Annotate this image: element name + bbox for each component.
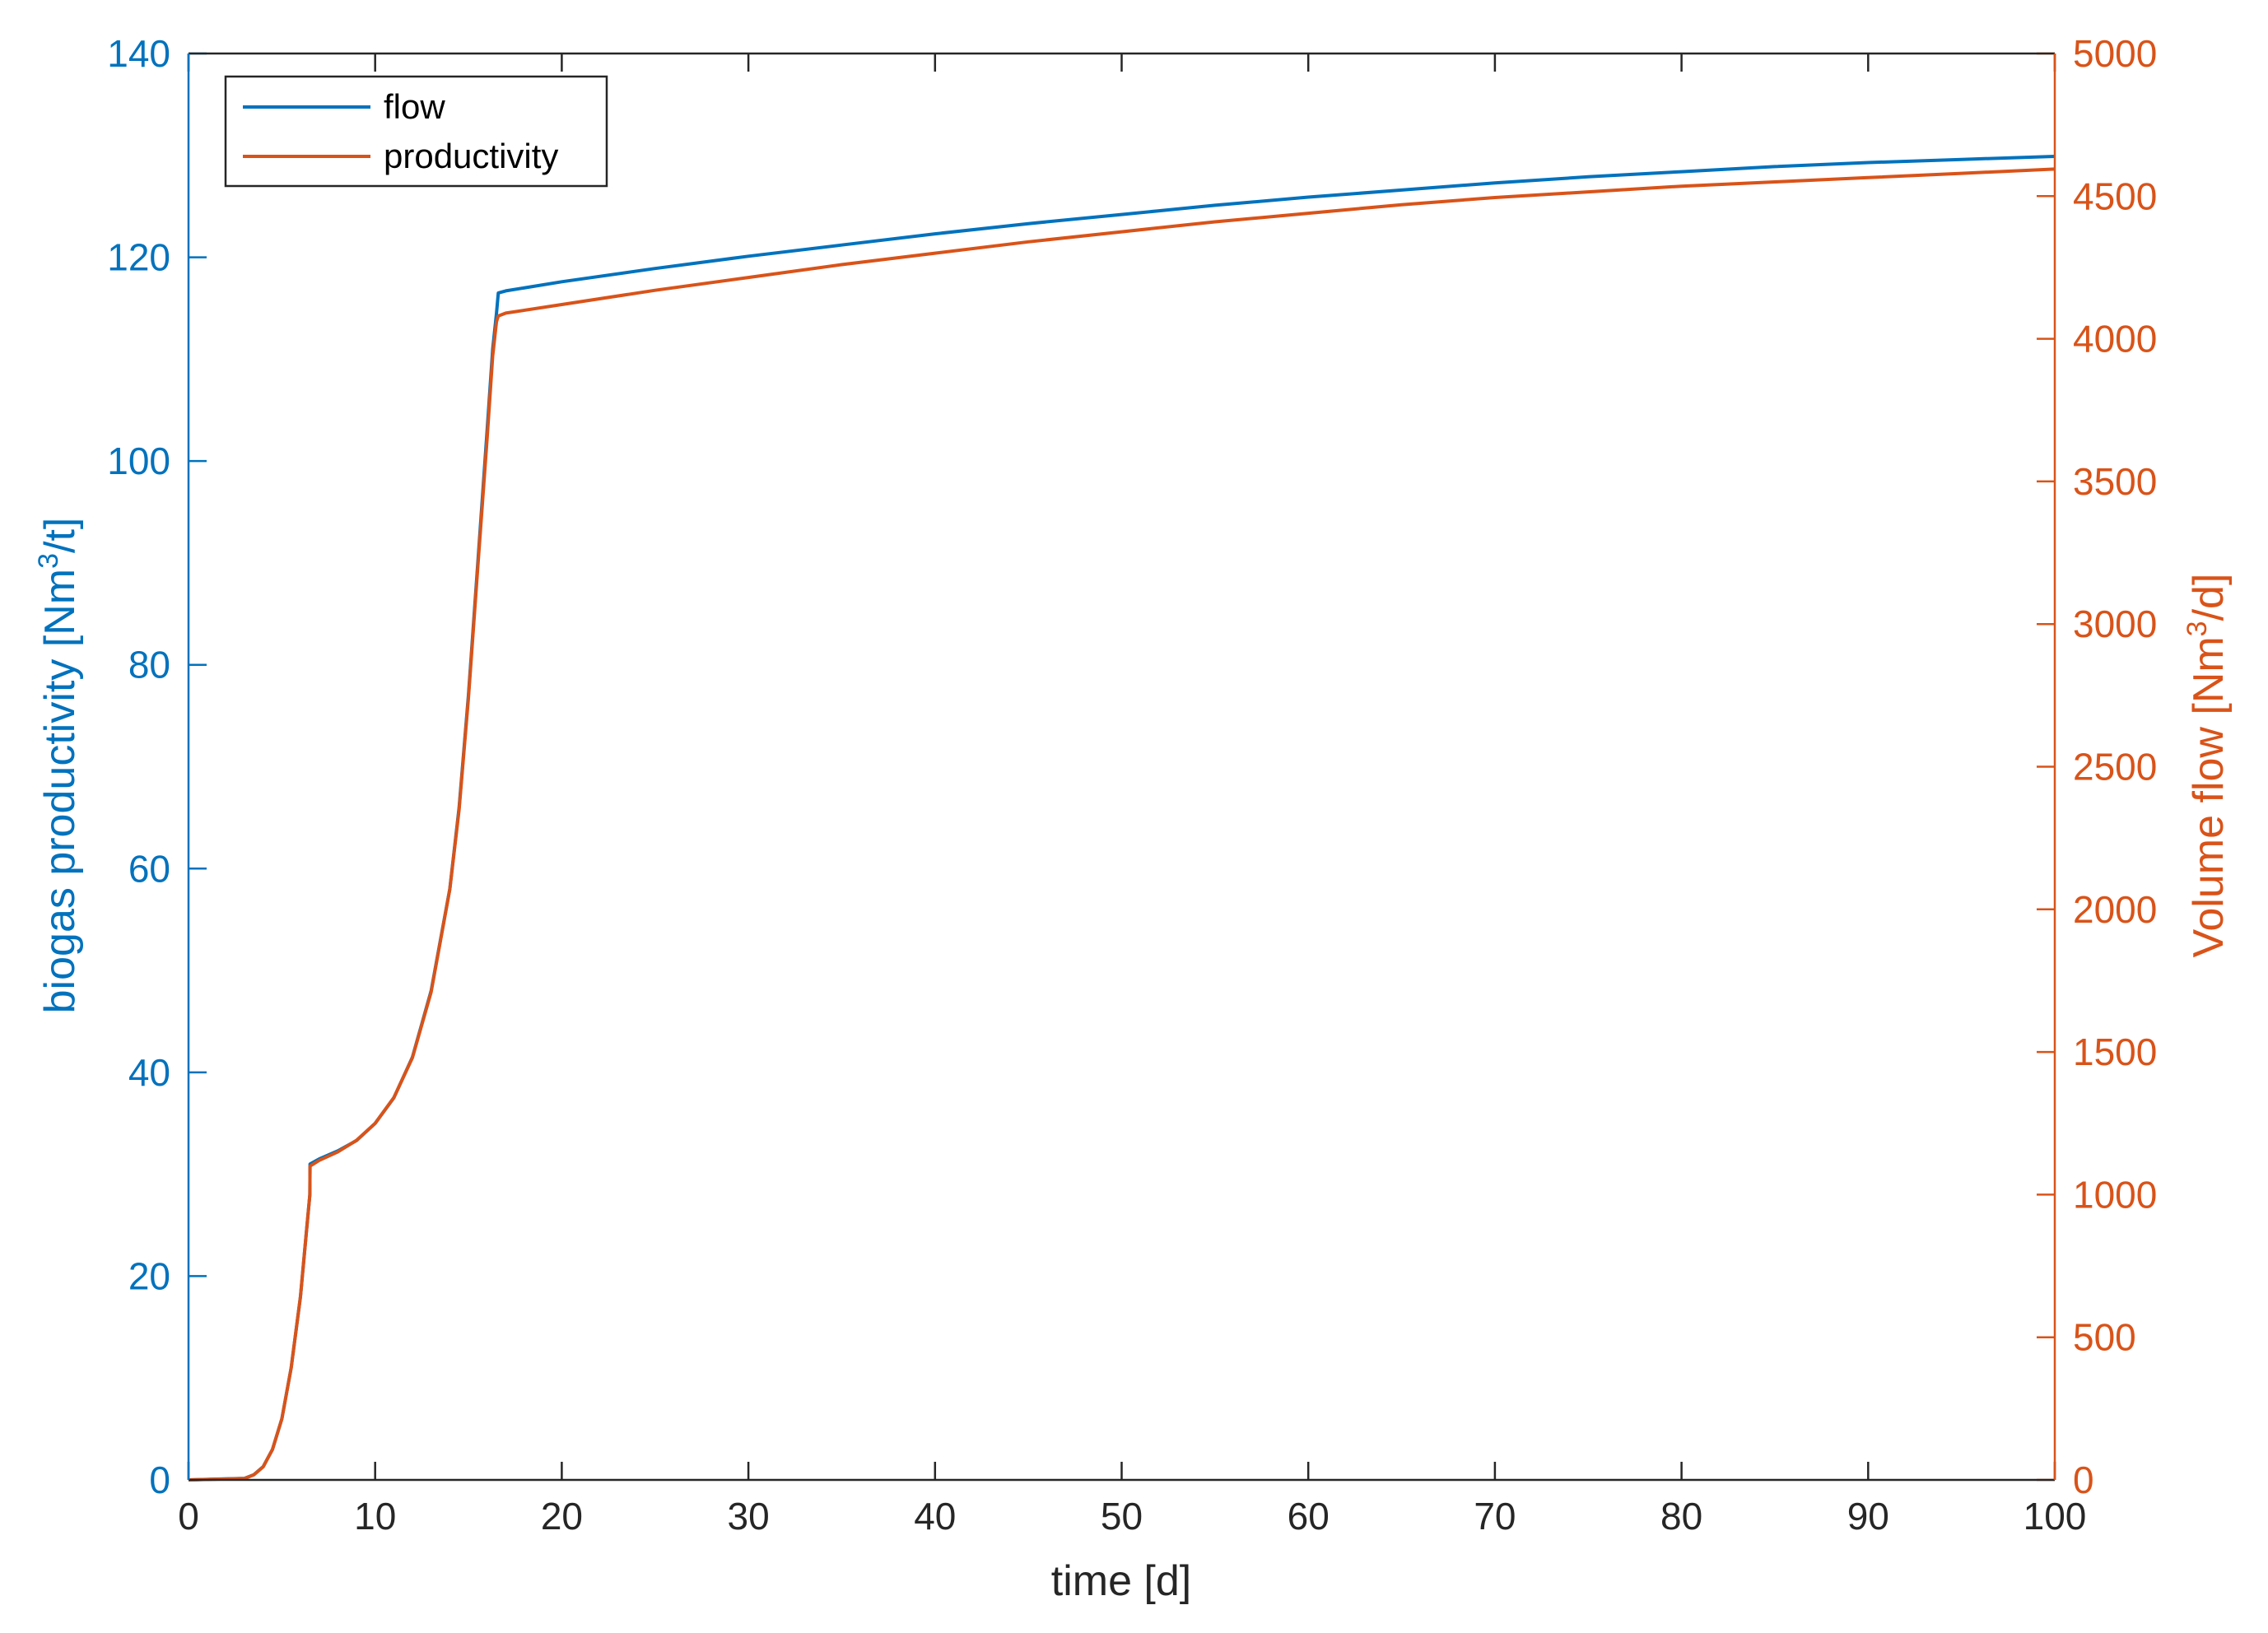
right-y-axis-label: Volume flow [Nm3/d]	[2182, 574, 2233, 958]
left-y-axis-ticks: 0 20 40 60 80 100 120 140	[107, 32, 207, 1501]
right-y-tick-label: 1500	[2073, 1031, 2157, 1073]
x-tick-label: 0	[178, 1495, 199, 1538]
left-y-tick-label: 60	[128, 847, 170, 890]
left-y-axis-label: biogas productivity [Nm3/t]	[33, 518, 84, 1014]
left-y-tick-label: 100	[107, 440, 170, 482]
legend-label-productivity: productivity	[384, 137, 558, 175]
legend: flow productivity	[224, 75, 608, 188]
right-y-tick-label: 0	[2073, 1459, 2094, 1501]
superscript-3: 3	[2182, 621, 2213, 636]
left-y-tick-label: 120	[107, 236, 170, 279]
x-tick-label: 10	[354, 1495, 396, 1538]
right-y-tick-label: 5000	[2073, 32, 2157, 75]
right-y-tick-label: 2000	[2073, 888, 2157, 931]
left-y-tick-label: 20	[128, 1254, 170, 1297]
legend-box	[224, 75, 608, 188]
x-tick-label: 70	[1474, 1495, 1516, 1538]
x-tick-label: 50	[1101, 1495, 1143, 1538]
x-tick-label: 100	[2024, 1495, 2087, 1538]
x-tick-label: 30	[728, 1495, 770, 1538]
left-y-tick-label: 140	[107, 32, 170, 75]
series-lines	[188, 155, 2056, 1482]
superscript-3: 3	[33, 553, 64, 569]
right-y-tick-label: 4500	[2073, 174, 2157, 217]
x-tick-label: 90	[1847, 1495, 1889, 1538]
right-y-tick-label: 3000	[2073, 602, 2157, 645]
right-y-tick-label: 1000	[2073, 1173, 2157, 1216]
left-y-tick-label: 0	[149, 1459, 170, 1501]
x-tick-label: 60	[1288, 1495, 1330, 1538]
x-tick-label: 40	[914, 1495, 956, 1538]
right-y-tick-label: 500	[2073, 1316, 2136, 1359]
right-y-tick-label: 3500	[2073, 460, 2157, 503]
x-tick-label: 80	[1660, 1495, 1702, 1538]
legend-label-flow: flow	[384, 87, 445, 126]
x-tick-label: 20	[541, 1495, 583, 1538]
right-y-tick-label: 2500	[2073, 746, 2157, 789]
left-y-tick-label: 40	[128, 1051, 170, 1094]
series-line-productivity	[188, 167, 2056, 1482]
left-y-tick-label: 80	[128, 644, 170, 686]
x-axis-ticks: 0 10 20 30 40 50 60 70 80 90 100	[178, 54, 2086, 1538]
right-y-tick-label: 4000	[2073, 318, 2157, 361]
x-axis-label: time [d]	[1051, 1557, 1192, 1605]
right-y-axis-ticks: 0 500 1000 1500 2000 2500 3000 3500 4000 4500 5000	[2037, 32, 2157, 1501]
